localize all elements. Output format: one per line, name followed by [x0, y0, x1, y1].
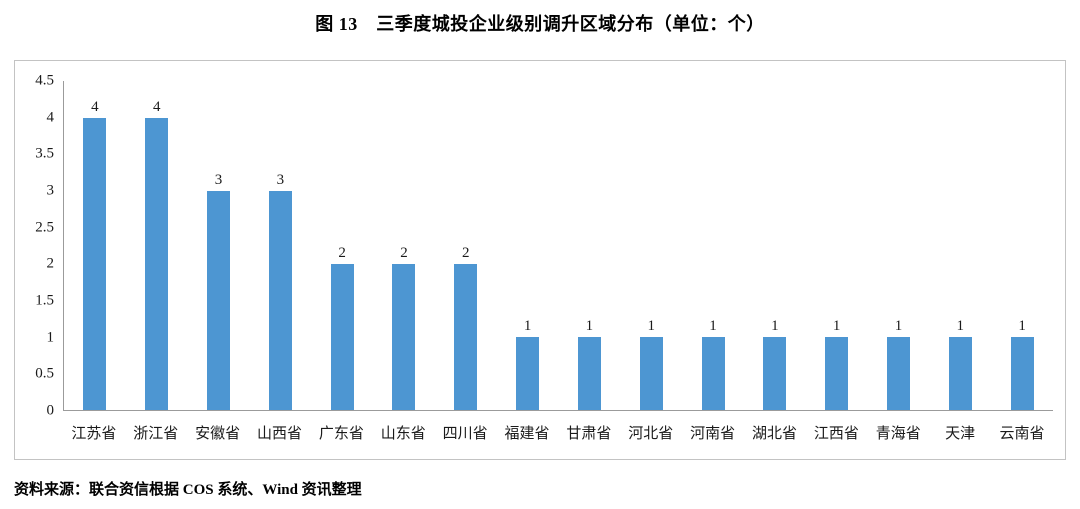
bar-value-label: 1: [956, 317, 965, 334]
bar: [83, 117, 107, 410]
bar-value-label: 1: [1018, 317, 1026, 334]
x-tick-label: 河南省: [690, 426, 736, 442]
chart-title: 图 13 三季度城投企业级别调升区域分布（单位：个）: [315, 14, 765, 34]
y-tick-label: 0.5: [35, 365, 54, 382]
x-axis: 江苏省 浙江省 安徽省 山西省 广东省 山东省 四川省 福建省 甘肃省 河北省 河南省 湖北省 江西省青…: [63, 411, 1053, 455]
bar: [825, 336, 849, 410]
y-tick-label: 3: [46, 182, 55, 199]
bar-value-label: 1: [709, 317, 717, 334]
bar-column: 2: [373, 81, 435, 410]
x-tick-label: 云南省: [999, 426, 1045, 442]
bar-value-label: 3: [276, 171, 285, 188]
bar: [886, 336, 910, 410]
x-tick-label: 湖北省: [752, 426, 798, 442]
bar-column: 1: [929, 81, 991, 410]
source-note: 资料来源：联合资信根据 COS 系统、Wind 资讯整理: [14, 482, 362, 498]
bar: [207, 190, 231, 410]
chart-grid: 0 0.5 1 1.5 2 2.5 3 3.5 4 4.5 4 4 3 3 2 2 2 1 1 1 1 1 1 1 1 1 江苏…: [21, 73, 1053, 455]
bar-value-label: 1: [832, 317, 841, 334]
bar: [392, 263, 416, 410]
bar-column: 3: [188, 81, 250, 410]
y-tick-label: 2: [46, 255, 55, 272]
y-tick-label: 0: [46, 402, 55, 419]
bar: [577, 336, 601, 410]
x-tick-label: 安徽省: [195, 426, 241, 442]
y-tick-label: 4.5: [35, 72, 54, 89]
y-tick-label: 1: [46, 329, 55, 346]
x-tick-label: 天津: [945, 426, 976, 442]
bar: [516, 336, 540, 410]
bar: [454, 263, 478, 410]
bar-column: 1: [991, 81, 1053, 410]
x-tick-label: 河北省: [628, 426, 674, 442]
bar: [1010, 336, 1034, 410]
chart-frame: 0 0.5 1 1.5 2 2.5 3 3.5 4 4.5 4 4 3 3 2 2 2 1 1 1 1 1 1 1 1 1 江苏…: [14, 60, 1066, 460]
bar: [268, 190, 292, 410]
x-tick-label: 青海省: [875, 426, 921, 442]
bar: [763, 336, 787, 410]
bar-value-label: 2: [462, 244, 470, 261]
bar-value-label: 2: [400, 244, 408, 261]
y-tick-label: 3.5: [35, 145, 54, 162]
x-tick-label: 甘肃省: [566, 426, 612, 442]
bar: [145, 117, 169, 410]
x-tick-label: 山东省: [380, 426, 426, 442]
bar-value-label: 4: [152, 98, 161, 115]
bar-column: 1: [744, 81, 806, 410]
x-tick-label: 江西省: [813, 426, 859, 442]
bar-column: 3: [249, 81, 311, 410]
bar-column: 2: [435, 81, 497, 410]
bar-value-label: 2: [338, 244, 346, 261]
x-tick-label: 浙江省: [133, 426, 179, 442]
bar: [330, 263, 354, 410]
bar-value-label: 1: [647, 317, 655, 334]
y-tick-label: 1.5: [35, 292, 54, 309]
bar-value-label: 1: [894, 317, 903, 334]
bar: [701, 336, 725, 410]
bar-value-label: 3: [214, 171, 223, 188]
bar: [948, 336, 972, 410]
bar-value-label: 1: [523, 317, 532, 334]
bar-value-label: 4: [91, 98, 99, 115]
bar-column: 1: [682, 81, 744, 410]
y-tick-label: 4: [46, 109, 55, 126]
bar-column: 1: [559, 81, 621, 410]
x-tick-label: 四川省: [442, 426, 488, 442]
x-tick-label: 山西省: [257, 426, 303, 442]
y-tick-label: 2.5: [35, 219, 54, 236]
bar-column: 1: [868, 81, 930, 410]
bar-value-label: 1: [585, 317, 594, 334]
x-tick-label: 江苏省: [71, 426, 117, 442]
bar-column: 1: [806, 81, 868, 410]
bar-column: 4: [126, 81, 188, 410]
plot-area: 4 4 3 3 2 2 2 1 1 1 1 1 1 1 1 1: [63, 81, 1053, 411]
bar-column: 1: [620, 81, 682, 410]
bar-column: 1: [497, 81, 559, 410]
x-tick-label: 福建省: [504, 426, 550, 442]
bar-column: 4: [64, 81, 126, 410]
bar-column: 2: [311, 81, 373, 410]
y-axis: 0 0.5 1 1.5 2 2.5 3 3.5 4 4.5: [21, 73, 63, 418]
bar: [639, 336, 663, 410]
bar-value-label: 1: [771, 317, 779, 334]
x-tick-label: 广东省: [318, 426, 364, 442]
